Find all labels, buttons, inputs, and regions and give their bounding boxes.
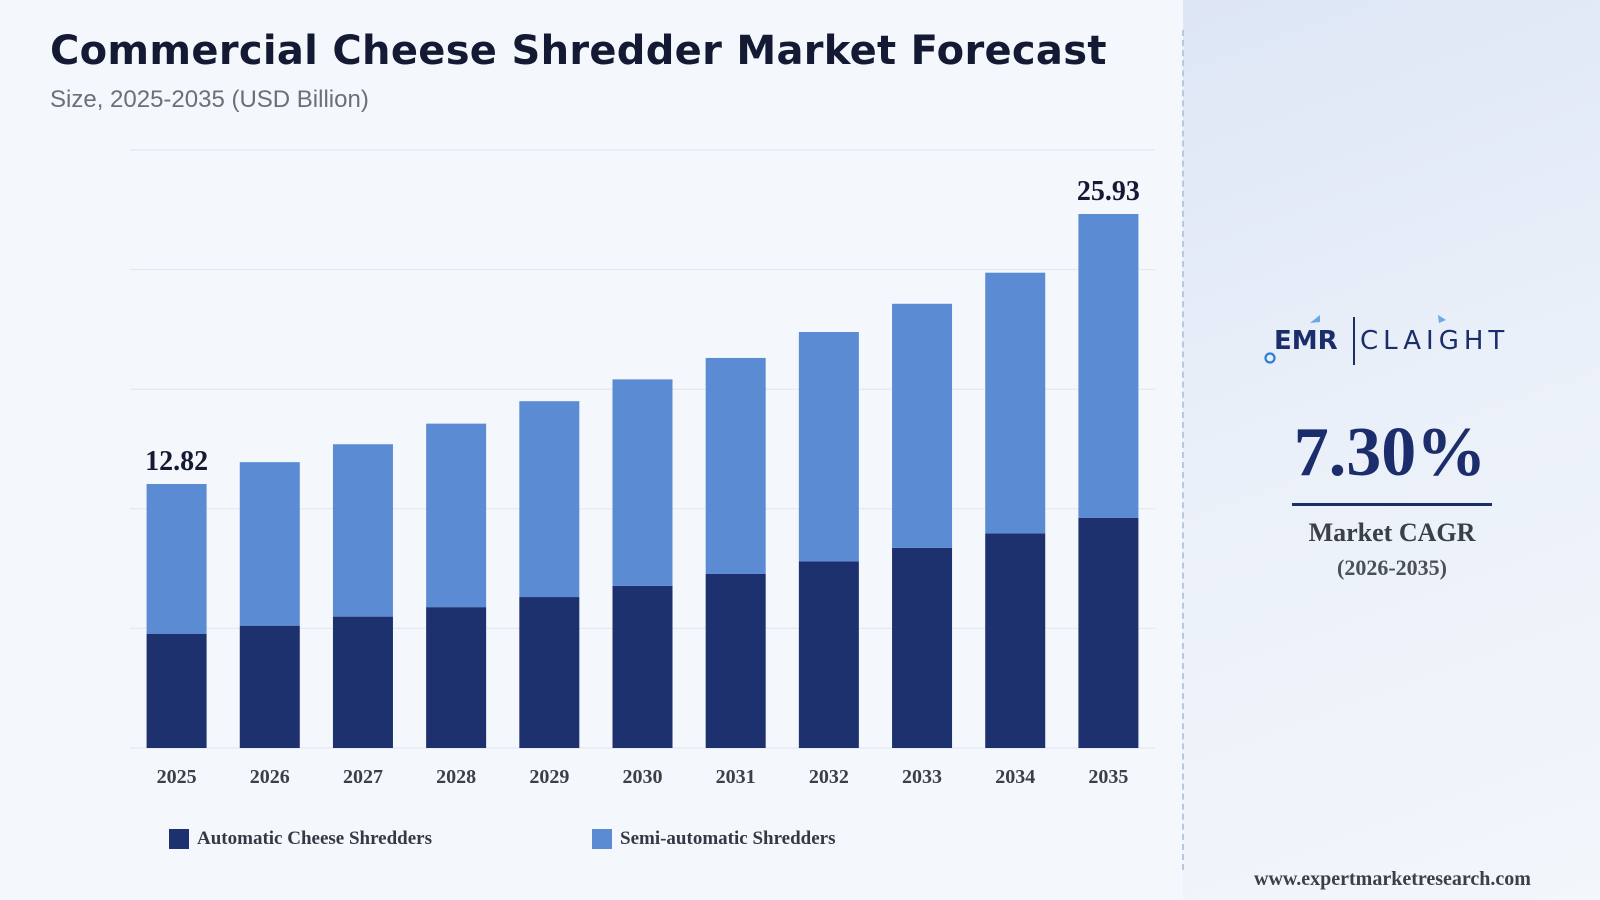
cagr-label: Market CAGR [1308, 518, 1476, 547]
bar-automatic-2032 [798, 561, 859, 748]
summary-panel [1183, 0, 1600, 900]
chart-subtitle: Size, 2025-2035 (USD Billion) [50, 86, 369, 113]
x-tick-label: 2027 [343, 766, 383, 788]
chart-title: Commercial Cheese Shredder Market Foreca… [50, 28, 1107, 74]
x-tick-label: 2029 [529, 766, 569, 788]
bar-automatic-2027 [332, 616, 393, 748]
x-tick-label: 2035 [1088, 766, 1128, 788]
bar-automatic-2028 [426, 607, 487, 748]
legend-label-semi-automatic: Semi-automatic Shredders [620, 828, 836, 849]
bar-semi-automatic-2032 [798, 332, 859, 562]
bar-automatic-2033 [892, 547, 953, 748]
x-tick-label: 2025 [157, 766, 197, 788]
bar-automatic-2029 [519, 597, 580, 748]
bar-semi-automatic-2033 [892, 303, 953, 548]
logo-brand-right: CLAIGHT [1360, 326, 1509, 356]
legend-label-automatic: Automatic Cheese Shredders [197, 828, 433, 849]
legend-swatch-automatic [169, 829, 189, 849]
x-tick-label: 2031 [716, 766, 756, 788]
bar-automatic-2026 [239, 625, 300, 748]
bar-automatic-2035 [1078, 517, 1139, 748]
logo-arrow-icon [1310, 315, 1320, 323]
data-label-2025: 12.82 [145, 446, 208, 477]
bar-automatic-2030 [612, 585, 673, 748]
logo-brand-left: EMR [1274, 326, 1338, 356]
emr-claight-logo: EMR CLAIGHT [1264, 315, 1509, 365]
data-label-2035: 25.93 [1077, 176, 1140, 207]
stacked-bar-chart: 2025 12.82 2026 2027 2028 2029 2030 2031 2032 203… [130, 149, 1155, 788]
bar-automatic-2031 [705, 573, 766, 748]
logo-arrow-icon-2 [1438, 315, 1446, 323]
x-tick-label: 2033 [902, 766, 942, 788]
bar-semi-automatic-2035 [1078, 214, 1139, 518]
bar-semi-automatic-2034 [985, 272, 1046, 534]
bar-semi-automatic-2028 [426, 423, 487, 608]
bar-semi-automatic-2030 [612, 379, 673, 586]
bar-automatic-2034 [985, 533, 1046, 748]
bar-semi-automatic-2025 [146, 483, 207, 634]
x-tick-label: 2026 [250, 766, 290, 788]
legend-item-automatic: Automatic Cheese Shredders [169, 828, 432, 850]
panel-divider [1182, 30, 1184, 870]
bar-semi-automatic-2031 [705, 357, 766, 574]
cagr-underline [1292, 503, 1492, 506]
bar-semi-automatic-2026 [239, 462, 300, 626]
cagr-period: (2026-2035) [1337, 555, 1447, 580]
bar-semi-automatic-2027 [332, 444, 393, 617]
x-tick-label: 2028 [436, 766, 476, 788]
bar-semi-automatic-2029 [519, 401, 580, 598]
x-tick-label: 2034 [995, 766, 1035, 788]
x-tick-label: 2030 [623, 766, 663, 788]
legend-swatch-semi-automatic [592, 829, 612, 849]
x-tick-label: 2032 [809, 766, 849, 788]
bar-automatic-2025 [146, 633, 207, 748]
cagr-value: 7.30% [1293, 414, 1487, 491]
website-link[interactable]: www.expertmarketresearch.com [1254, 868, 1531, 890]
logo-dot-icon [1264, 352, 1276, 364]
legend-item-semi-automatic: Semi-automatic Shredders [592, 828, 836, 850]
